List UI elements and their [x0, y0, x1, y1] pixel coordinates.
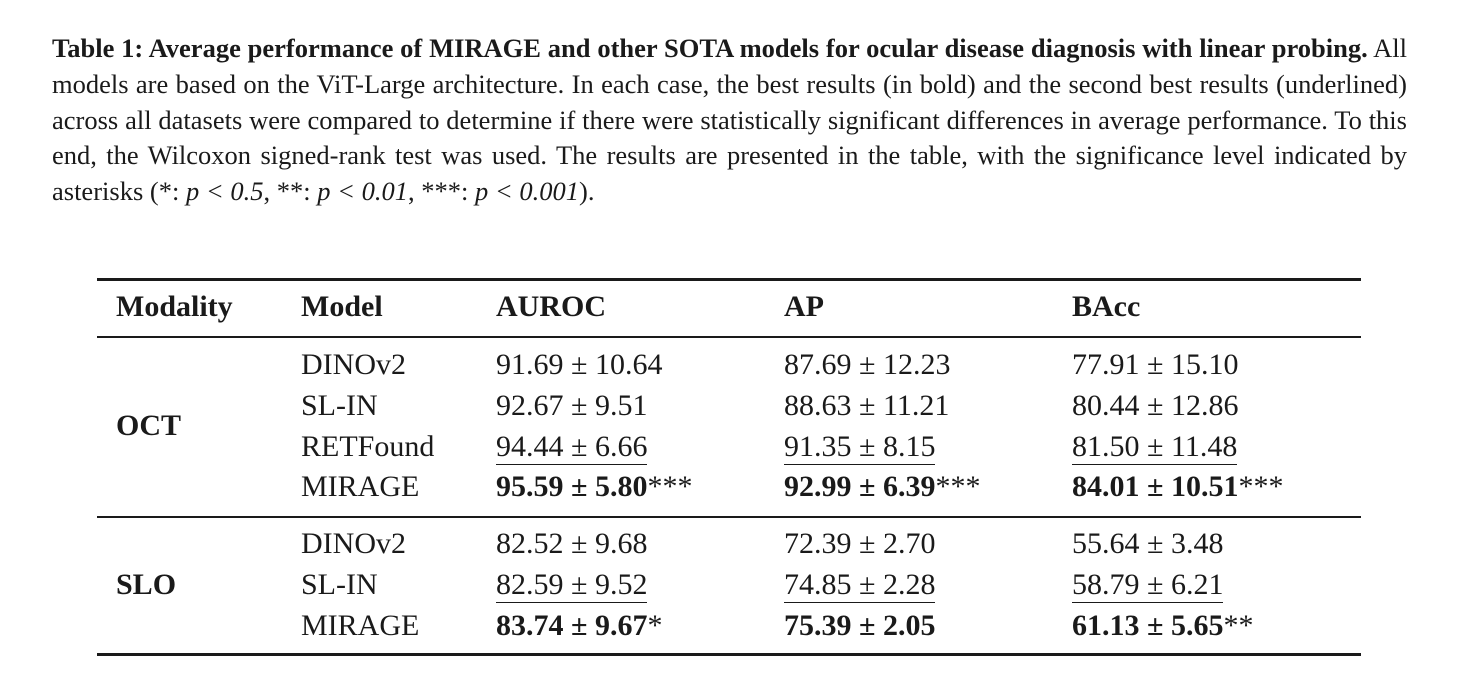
auroc-underlined: 94.44 ± 6.66 — [496, 430, 648, 465]
significance-stars: * — [647, 609, 663, 642]
ap-value: 88.63 ± 11.21 — [784, 389, 950, 422]
bacc-bold: 84.01 ± 10.51 — [1072, 470, 1239, 503]
caption-p-threshold-2: p < 0.01 — [317, 176, 408, 207]
model-name: SL-IN — [301, 568, 378, 601]
significance-stars: *** — [647, 470, 693, 503]
bacc-bold: 61.13 ± 5.65 — [1072, 609, 1224, 642]
table-group-rule — [97, 516, 1361, 518]
auroc-value-best: 95.59 ± 5.80*** — [496, 472, 692, 502]
caption-sep-1: , **: — [263, 176, 318, 207]
bacc-value-best: 61.13 ± 5.65** — [1072, 611, 1253, 641]
header-modality: Modality — [116, 290, 233, 323]
ap-bold: 92.99 ± 6.39 — [784, 470, 936, 503]
ap-underlined: 91.35 ± 8.15 — [784, 430, 936, 465]
ap-bold: 75.39 ± 2.05 — [784, 609, 936, 642]
bacc-value-best: 84.01 ± 10.51*** — [1072, 472, 1283, 502]
auroc-value-best: 83.74 ± 9.67* — [496, 611, 662, 641]
bacc-value: 55.64 ± 3.48 — [1072, 527, 1224, 560]
ap-value: 72.39 ± 2.70 — [784, 527, 936, 560]
bacc-value-second-best: 58.79 ± 6.21 — [1072, 568, 1224, 603]
model-name: RETFound — [301, 430, 435, 463]
auroc-bold: 95.59 ± 5.80 — [496, 470, 648, 503]
auroc-value: 91.69 ± 10.64 — [496, 348, 663, 381]
ap-value-best: 92.99 ± 6.39*** — [784, 472, 980, 502]
table-header-rule — [97, 336, 1361, 338]
significance-stars: ** — [1223, 609, 1254, 642]
model-name: MIRAGE — [301, 609, 420, 642]
significance-stars: *** — [1238, 470, 1284, 503]
ap-value-best: 75.39 ± 2.05 — [784, 611, 935, 641]
table-bottom-rule — [97, 653, 1361, 656]
auroc-value-second-best: 82.59 ± 9.52 — [496, 568, 648, 603]
header-bacc: BAcc — [1072, 290, 1141, 323]
bacc-value: 77.91 ± 15.10 — [1072, 348, 1239, 381]
modality-slo: SLO — [116, 568, 177, 601]
caption-title: Table 1: Average performance of MIRAGE a… — [52, 33, 1368, 63]
ap-value-second-best: 74.85 ± 2.28 — [784, 568, 936, 603]
bacc-underlined: 58.79 ± 6.21 — [1072, 568, 1224, 603]
auroc-value: 82.52 ± 9.68 — [496, 527, 648, 560]
table-caption: Table 1: Average performance of MIRAGE a… — [52, 31, 1407, 210]
auroc-bold: 83.74 ± 9.67 — [496, 609, 648, 642]
caption-p-threshold-1: p < 0.5 — [185, 176, 264, 207]
bacc-value: 80.44 ± 12.86 — [1072, 389, 1239, 422]
header-model: Model — [301, 290, 383, 323]
modality-oct: OCT — [116, 409, 182, 442]
model-name: SL-IN — [301, 389, 378, 422]
caption-sep-2: , ***: — [407, 176, 475, 207]
auroc-underlined: 82.59 ± 9.52 — [496, 568, 648, 603]
caption-tail: ). — [579, 176, 595, 207]
significance-stars: *** — [935, 470, 981, 503]
model-name: DINOv2 — [301, 527, 406, 560]
auroc-value: 92.67 ± 9.51 — [496, 389, 648, 422]
header-auroc: AUROC — [496, 290, 606, 323]
ap-value-second-best: 91.35 ± 8.15 — [784, 430, 936, 465]
bacc-value-second-best: 81.50 ± 11.48 — [1072, 430, 1238, 465]
model-name: MIRAGE — [301, 470, 420, 503]
table-top-rule — [97, 278, 1361, 281]
model-name: DINOv2 — [301, 348, 406, 381]
caption-body: All models are based on the ViT-Large ar… — [52, 33, 1407, 207]
bacc-underlined: 81.50 ± 11.48 — [1072, 430, 1238, 465]
ap-value: 87.69 ± 12.23 — [784, 348, 951, 381]
auroc-value-second-best: 94.44 ± 6.66 — [496, 430, 648, 465]
caption-p-threshold-3: p < 0.001 — [474, 176, 579, 207]
header-ap: AP — [784, 290, 824, 323]
ap-underlined: 74.85 ± 2.28 — [784, 568, 936, 603]
